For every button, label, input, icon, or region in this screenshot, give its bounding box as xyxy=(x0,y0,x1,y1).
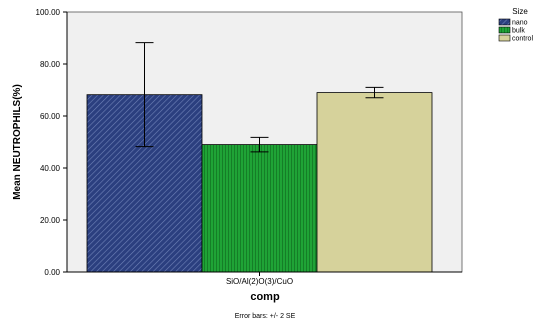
y-tick-label: 60.00 xyxy=(40,112,61,121)
y-axis-label: Mean NEUTROPHILS(%) xyxy=(12,84,23,200)
bar-bulk xyxy=(202,145,317,272)
legend-swatch-nano xyxy=(499,19,510,25)
x-axis xyxy=(67,272,462,276)
y-tick-label: 40.00 xyxy=(40,164,61,173)
x-tick-label: SiO/Al(2)O(3)/CuO xyxy=(226,277,293,286)
legend-title: Size xyxy=(512,7,528,16)
legend-swatch-control xyxy=(499,35,510,41)
y-tick-label: 0.00 xyxy=(44,268,60,277)
y-tick-label: 100.00 xyxy=(36,8,61,17)
x-axis-label: comp xyxy=(250,291,280,303)
y-tick-label: 80.00 xyxy=(40,60,61,69)
footnote: Error bars: +/- 2 SE xyxy=(235,313,296,320)
legend-label-nano: nano xyxy=(512,20,528,27)
legend-label-bulk: bulk xyxy=(512,28,525,35)
y-axis: 0.00 20.00 40.00 60.00 80.00 100.00 xyxy=(36,8,67,277)
y-tick-label: 20.00 xyxy=(40,216,61,225)
bar-control xyxy=(317,93,432,272)
legend-label-control: control xyxy=(512,36,533,43)
legend-swatch-bulk xyxy=(499,27,510,33)
